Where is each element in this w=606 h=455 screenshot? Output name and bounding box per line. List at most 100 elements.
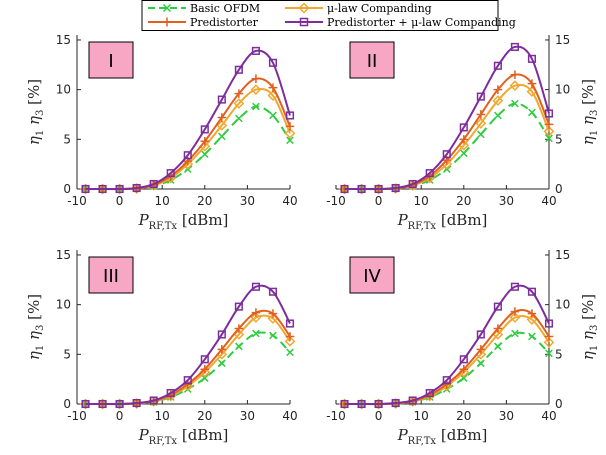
data-point xyxy=(493,324,503,333)
data-point xyxy=(218,359,226,368)
panel-label-text: II xyxy=(367,51,378,72)
data-point xyxy=(492,95,504,106)
data-point xyxy=(425,169,434,178)
series-line xyxy=(344,73,550,191)
legend-entry: Predistorter xyxy=(148,16,259,29)
x-tick-label: 0 xyxy=(116,409,124,423)
data-point xyxy=(200,125,209,134)
data-point xyxy=(528,332,536,341)
data-point xyxy=(251,74,261,84)
data-point xyxy=(494,111,502,120)
data-point xyxy=(544,319,554,328)
data-point xyxy=(216,120,228,131)
data-point xyxy=(526,314,538,325)
panel-label-III: III xyxy=(88,256,134,294)
legend-marker-x xyxy=(162,3,172,13)
data-point xyxy=(476,110,486,119)
data-point xyxy=(357,184,366,194)
x-tick-label: -10 xyxy=(67,194,87,208)
series-square xyxy=(81,46,295,194)
data-point xyxy=(200,355,209,364)
data-point xyxy=(166,389,175,398)
data-point xyxy=(527,309,537,318)
data-point xyxy=(200,137,210,146)
panel-label-box xyxy=(88,256,134,294)
panel-label-text: III xyxy=(103,266,119,287)
data-point xyxy=(459,135,469,144)
data-point xyxy=(115,399,124,409)
legend-label: Basic OFDM xyxy=(190,2,260,15)
data-point xyxy=(510,307,520,316)
data-point xyxy=(476,345,486,354)
y-tick-label: 0 xyxy=(63,397,71,411)
series-square xyxy=(81,282,295,409)
series-plus xyxy=(81,308,295,409)
panel-label-I: I xyxy=(88,41,134,79)
series-line xyxy=(85,105,291,191)
series-line xyxy=(344,284,550,406)
series-plus xyxy=(81,74,295,194)
panel-label-IV: IV xyxy=(349,256,395,294)
data-point xyxy=(459,149,468,158)
series-square xyxy=(340,42,554,194)
x-axis-label: PRF,Tx [dBm] xyxy=(138,211,229,232)
x-axis-label: PRF,Tx [dBm] xyxy=(397,426,488,447)
data-point xyxy=(391,183,400,193)
x-tick-label: 40 xyxy=(541,194,556,208)
data-point xyxy=(284,336,296,347)
data-point xyxy=(408,396,417,405)
series-diamond xyxy=(80,84,296,195)
legend-label: Predistorter xyxy=(190,16,259,29)
data-point xyxy=(149,179,158,189)
y-tick-label: 5 xyxy=(555,132,563,146)
data-point xyxy=(268,58,278,67)
x-tick-label: 30 xyxy=(240,194,255,208)
series-line xyxy=(85,284,291,406)
data-point xyxy=(493,61,502,70)
data-point xyxy=(510,282,519,291)
data-point xyxy=(425,389,434,398)
data-point xyxy=(200,364,210,374)
legend: Basic OFDM μ-law Companding Predistorter Pr… xyxy=(141,0,516,31)
data-point xyxy=(391,398,400,408)
data-point xyxy=(544,120,554,129)
data-point xyxy=(493,302,502,311)
data-point xyxy=(200,374,209,382)
y-tick-label: 5 xyxy=(63,132,71,146)
series-x xyxy=(81,329,294,408)
y-axis-label: η1 η3 [%] xyxy=(579,294,600,360)
x-tick-label: 40 xyxy=(282,194,297,208)
series-diamond xyxy=(339,312,555,410)
data-point xyxy=(340,399,349,409)
y-axis-label: η1 η3 [%] xyxy=(579,79,600,145)
data-point xyxy=(285,111,295,120)
data-point xyxy=(442,150,451,159)
data-point xyxy=(442,376,451,385)
x-axis-label: PRF,Tx [dBm] xyxy=(138,426,229,447)
y-tick-label: 5 xyxy=(63,347,71,361)
data-point xyxy=(98,184,107,194)
y-tick-label: 15 xyxy=(555,33,570,47)
x-tick-label: 10 xyxy=(155,194,170,208)
data-point xyxy=(374,184,383,194)
data-point xyxy=(475,118,487,129)
x-tick-label: 0 xyxy=(116,194,124,208)
x-tick-label: 30 xyxy=(499,409,514,423)
legend-marker-diamond xyxy=(298,2,310,14)
data-point xyxy=(510,42,519,51)
data-point xyxy=(511,99,519,108)
data-point xyxy=(269,331,277,340)
data-point xyxy=(217,95,226,104)
data-point xyxy=(285,332,295,341)
x-tick-label: 20 xyxy=(456,409,471,423)
data-point xyxy=(493,85,503,94)
data-point xyxy=(268,287,278,296)
series-x xyxy=(340,329,553,408)
data-point xyxy=(544,332,554,341)
series-line xyxy=(344,102,550,191)
data-point xyxy=(268,83,278,92)
